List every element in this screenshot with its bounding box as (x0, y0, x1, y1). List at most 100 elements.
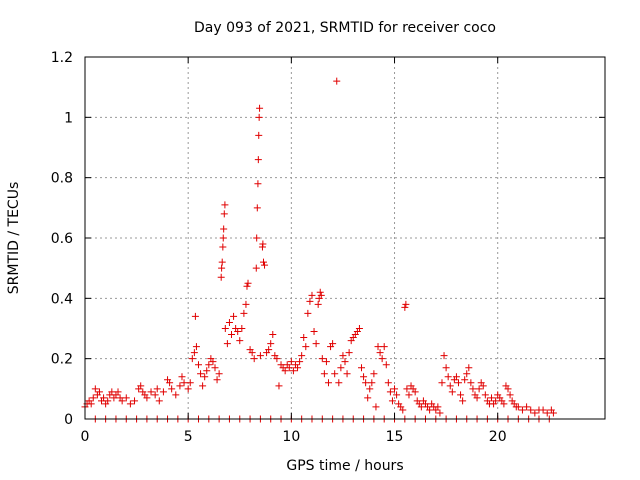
data-point (481, 391, 489, 399)
data-point (184, 385, 192, 393)
data-point (343, 370, 351, 378)
data-point (324, 379, 332, 387)
data-point (168, 385, 176, 393)
data-point (188, 355, 196, 363)
data-point (312, 340, 320, 348)
data-point (203, 367, 211, 375)
data-point (221, 201, 229, 209)
data-point (339, 352, 347, 360)
data-point (256, 104, 264, 112)
data-point (176, 382, 184, 390)
data-point (378, 355, 386, 363)
data-point (248, 349, 256, 357)
data-point (370, 370, 378, 378)
data-point (244, 279, 252, 287)
data-point (467, 379, 475, 387)
data-point (287, 358, 295, 366)
data-point (372, 403, 380, 411)
x-tick-label: 15 (386, 429, 404, 445)
data-point (240, 309, 248, 317)
data-point (108, 388, 116, 396)
data-point (228, 331, 236, 339)
data-point (243, 282, 251, 290)
data-point (220, 210, 228, 218)
data-point (273, 355, 281, 363)
data-point (306, 297, 314, 305)
data-point (219, 234, 227, 242)
data-point (300, 334, 308, 342)
data-point (197, 370, 205, 378)
data-point (360, 373, 368, 381)
data-point (296, 358, 304, 366)
data-point (376, 349, 384, 357)
data-point (308, 291, 316, 299)
data-point (355, 325, 363, 332)
data-point (194, 361, 202, 369)
y-tick-label: 1 (64, 110, 73, 126)
data-point (442, 364, 450, 372)
data-point (191, 312, 199, 320)
data-point (304, 309, 312, 317)
data-point (475, 385, 483, 393)
data-point (374, 343, 382, 351)
data-point (261, 261, 269, 269)
data-point (403, 385, 411, 393)
data-point (131, 397, 139, 405)
data-point (205, 361, 213, 369)
data-point (318, 355, 326, 363)
x-tick-label: 10 (282, 429, 300, 445)
data-point (143, 394, 151, 402)
data-point (199, 382, 207, 390)
data-point (364, 394, 372, 402)
data-point (259, 240, 267, 248)
data-point (436, 409, 444, 417)
data-point (504, 385, 512, 393)
data-point (341, 358, 349, 366)
data-point (384, 379, 392, 387)
data-point (294, 364, 302, 372)
data-point (218, 258, 226, 266)
data-point (469, 385, 477, 393)
x-tick-label: 0 (81, 429, 90, 445)
data-point (314, 300, 322, 308)
data-point (549, 409, 557, 417)
data-point (217, 273, 225, 281)
data-point (225, 318, 233, 326)
data-point (211, 364, 219, 372)
data-point (172, 391, 180, 399)
data-points (81, 77, 557, 423)
y-tick-label: 1.2 (51, 50, 73, 66)
data-point (254, 180, 262, 188)
data-point (147, 388, 155, 396)
data-point (380, 343, 388, 351)
data-point (434, 403, 442, 411)
data-point (492, 397, 500, 405)
data-point (543, 409, 551, 417)
data-point (220, 225, 228, 233)
y-tick-label: 0.6 (51, 231, 73, 247)
data-point (329, 340, 337, 348)
data-point (322, 358, 330, 366)
data-point (399, 406, 407, 414)
data-point (153, 385, 161, 393)
data-point (89, 394, 97, 402)
data-point (192, 343, 200, 351)
y-tick-label: 0.4 (51, 291, 73, 307)
data-point (391, 385, 399, 393)
data-point (91, 385, 99, 393)
data-point (255, 113, 263, 121)
data-point (230, 312, 238, 320)
data-point (256, 352, 264, 360)
data-point (242, 300, 250, 308)
data-point (269, 331, 277, 339)
data-point (438, 379, 446, 387)
data-point (155, 397, 163, 405)
data-point (531, 409, 539, 417)
data-point (473, 394, 481, 402)
data-point (440, 352, 448, 360)
data-point (382, 361, 390, 369)
data-point (289, 367, 297, 375)
data-point (393, 391, 401, 399)
data-point (95, 388, 103, 396)
data-point (190, 349, 198, 357)
